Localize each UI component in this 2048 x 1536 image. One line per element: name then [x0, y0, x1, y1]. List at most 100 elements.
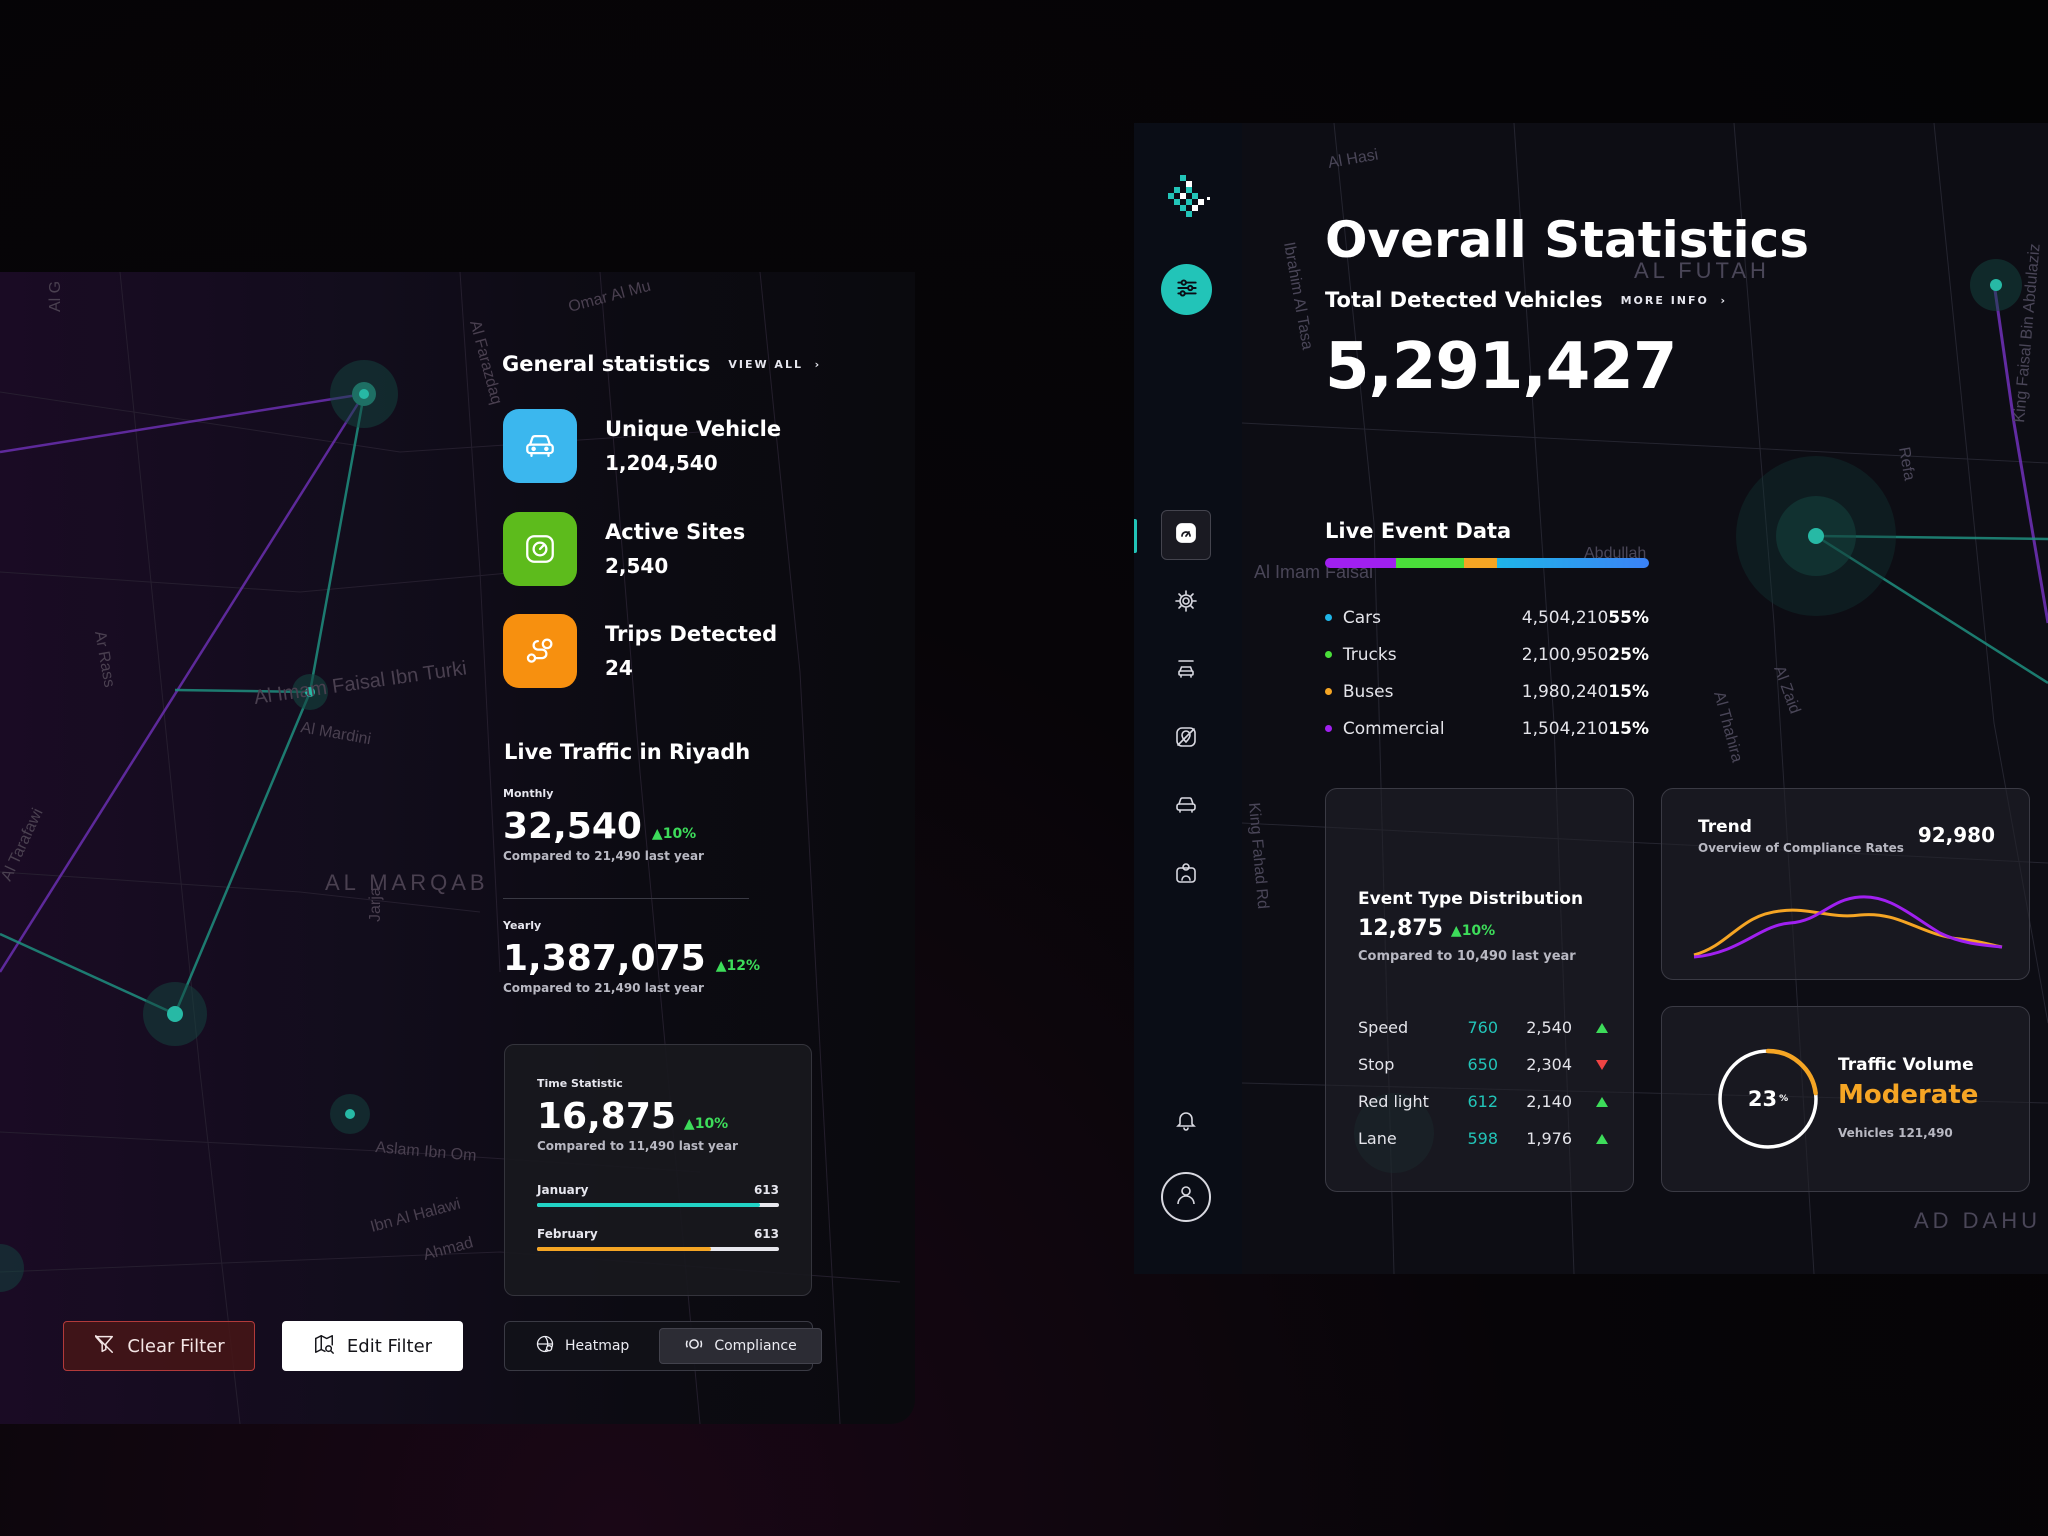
- map-background[interactable]: Al Hasi AL FUTAH Ibrahim Al Tasa Refa Ki…: [1134, 123, 2048, 1274]
- row-total: 2,140: [1526, 1092, 1572, 1111]
- user-avatar[interactable]: [1161, 1172, 1211, 1222]
- total-detected-label: Total Detected Vehicles: [1325, 288, 1603, 312]
- event-type-value: 12,875: [1358, 916, 1443, 941]
- live-event-bar: [1325, 558, 1649, 568]
- gauge-icon: [503, 512, 577, 586]
- bar-label: January: [537, 1183, 589, 1197]
- traffic-volume-ring: [1717, 1048, 1819, 1150]
- map-label: Al Farazdaq: [466, 319, 505, 407]
- legend-dot: [1325, 614, 1332, 621]
- stat-label: Active Sites: [605, 520, 746, 544]
- live-event-title: Live Event Data: [1325, 519, 1512, 543]
- monthly-label: Monthly: [503, 787, 554, 800]
- app-logo-icon[interactable]: [1160, 171, 1214, 229]
- event-type-change: ▲10%: [1450, 923, 1496, 939]
- monthly-compare: Compared to 21,490 last year: [503, 849, 704, 863]
- divider: [503, 898, 749, 899]
- event-percent: 25%: [1608, 644, 1649, 665]
- nav-dashboard[interactable]: [1161, 510, 1211, 560]
- edit-filter-button[interactable]: Edit Filter: [282, 1321, 463, 1371]
- time-statistic-card: Time Statistic 16,875 ▲10% Compared to 1…: [504, 1044, 812, 1296]
- monthly-value: 32,540: [503, 806, 642, 847]
- arrow-up-icon: [1572, 1133, 1608, 1144]
- table-row: Speed 760 2,540: [1358, 1009, 1608, 1046]
- bar-value: 613: [753, 1183, 779, 1197]
- trend-line-chart: [1693, 895, 2003, 959]
- row-count: 760: [1467, 1018, 1498, 1037]
- heatmap-icon: [535, 1334, 555, 1358]
- event-type-compare: Compared to 10,490 last year: [1358, 949, 1576, 964]
- edit-filter-label: Edit Filter: [346, 1335, 433, 1357]
- nav-reports[interactable]: [1161, 850, 1211, 900]
- general-statistics-title: General statistics: [502, 352, 711, 376]
- progress-track: [537, 1203, 779, 1207]
- nav-traffic-lane[interactable]: [1161, 646, 1211, 696]
- settings-sliders-button[interactable]: [1161, 264, 1212, 315]
- traffic-volume-title: Traffic Volume: [1838, 1055, 1974, 1075]
- bar-row-january: January 613: [537, 1183, 779, 1207]
- arrow-up-icon: [1572, 1096, 1608, 1107]
- live-traffic-title: Live Traffic in Riyadh: [504, 740, 751, 764]
- map-label: Ibn Al Halawi: [369, 1196, 463, 1236]
- bar-segment: [1325, 558, 1397, 568]
- heatmap-toggle[interactable]: Heatmap: [511, 1328, 653, 1364]
- row-name: Speed: [1358, 1018, 1409, 1037]
- map-pin-icon: [1174, 725, 1198, 753]
- view-all-link[interactable]: VIEW ALL ›: [728, 357, 822, 371]
- clear-filter-button[interactable]: Clear Filter: [63, 1321, 255, 1371]
- legend-dot: [1325, 651, 1332, 658]
- live-event-list: Cars 4,504,210 55% Trucks 2,100,950 25% …: [1325, 599, 1649, 747]
- nav-vehicles[interactable]: [1161, 782, 1211, 832]
- map-label: Refa: [1895, 446, 1918, 482]
- nav-sensors[interactable]: [1161, 578, 1211, 628]
- arrow-up-icon: [1572, 1022, 1608, 1033]
- map-label: Abdullah: [1584, 545, 1646, 562]
- stat-value: 2,540: [605, 554, 669, 578]
- stat-active-sites[interactable]: Active Sites 2,540: [503, 512, 745, 586]
- right-dashboard-panel: Al Hasi AL FUTAH Ibrahim Al Tasa Refa Ki…: [1134, 123, 2048, 1274]
- sliders-icon: [1174, 275, 1200, 305]
- more-info-link[interactable]: MORE INFO ›: [1620, 293, 1728, 307]
- time-statistic-compare: Compared to 11,490 last year: [537, 1139, 738, 1153]
- notifications-button[interactable]: [1161, 1097, 1211, 1147]
- row-total: 1,976: [1526, 1129, 1572, 1148]
- legend-dot: [1325, 688, 1332, 695]
- event-name: Commercial: [1342, 718, 1445, 739]
- map-label: Al Mardini: [299, 719, 372, 748]
- compliance-toggle[interactable]: Compliance: [659, 1328, 822, 1364]
- general-statistics-header: General statistics VIEW ALL ›: [502, 352, 821, 376]
- map-search-icon: [313, 1333, 335, 1360]
- yearly-value: 1,387,075: [503, 938, 706, 979]
- car-lane-icon: [1174, 657, 1198, 685]
- row-name: Stop: [1358, 1055, 1395, 1074]
- event-spark-bars: [1382, 815, 1566, 869]
- traffic-volume-status: Moderate: [1838, 1080, 1979, 1110]
- row-name: Red light: [1358, 1092, 1429, 1111]
- user-icon: [1174, 1183, 1198, 1211]
- event-count: 1,504,210: [1521, 718, 1609, 739]
- stat-unique-vehicle[interactable]: Unique Vehicle 1,204,540: [503, 409, 781, 483]
- car-icon: [503, 409, 577, 483]
- table-row: Lane 598 1,976: [1358, 1120, 1608, 1157]
- event-count: 1,980,240: [1521, 681, 1609, 702]
- map-background[interactable]: Al G Omar Al Mu Al Farazdaq Ar Rass Al I…: [0, 272, 915, 1424]
- map-label: Omar Al Mu: [567, 278, 653, 316]
- list-item: Trucks 2,100,950 25%: [1325, 636, 1649, 673]
- route-icon: [503, 614, 577, 688]
- row-total: 2,540: [1526, 1018, 1572, 1037]
- bar-label: February: [537, 1227, 598, 1241]
- traffic-volume-arc: [1717, 1048, 1819, 1150]
- map-label: Al Tarafawi: [0, 806, 47, 884]
- total-detected-value: 5,291,427: [1325, 330, 1677, 404]
- progress-track: [537, 1247, 779, 1251]
- nav-map[interactable]: [1161, 714, 1211, 764]
- speedometer-icon: [1174, 521, 1198, 549]
- filter-off-icon: [93, 1333, 115, 1360]
- bar-segment: [1464, 558, 1497, 568]
- stat-trips-detected[interactable]: Trips Detected 24: [503, 614, 777, 688]
- monthly-change: ▲10%: [651, 826, 697, 842]
- map-label: Jarja: [367, 887, 384, 922]
- stat-value: 1,204,540: [605, 451, 718, 475]
- compliance-label: Compliance: [714, 1338, 797, 1354]
